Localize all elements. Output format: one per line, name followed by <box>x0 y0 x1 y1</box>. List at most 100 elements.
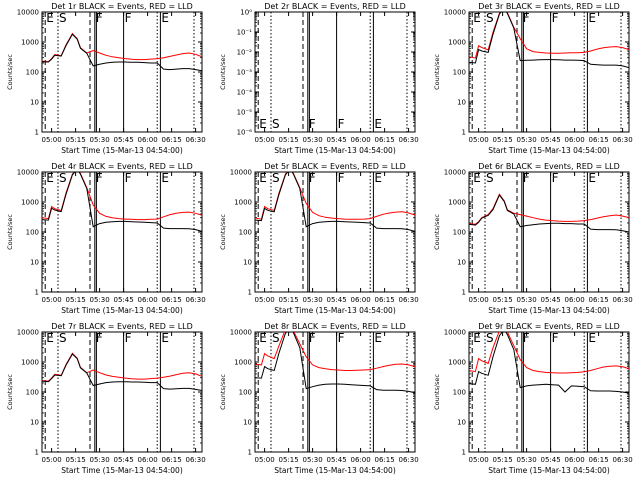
y-tick-label: 1000 <box>448 39 466 47</box>
x-tick-label: 05:00 <box>255 296 275 304</box>
x-axis-title: Start Time (15-Mar-13 04:54:00) <box>61 466 183 475</box>
x-tick-label: 06:30 <box>186 136 206 144</box>
detector-panel-5: Det 5r BLACK = Events, RED = LLD 1 10 100 10… <box>219 162 419 315</box>
panel-title: Det 6r BLACK = Events, RED = LLD <box>478 162 620 171</box>
y-tick-label: 10000 <box>444 169 466 177</box>
x-tick-label: 05:30 <box>517 456 537 464</box>
event-marker-label: S <box>59 11 67 25</box>
x-tick-label: 06:00 <box>138 136 158 144</box>
x-axis-title: Start Time (15-Mar-13 04:54:00) <box>488 466 610 475</box>
event-marker-label: F <box>125 171 132 185</box>
y-tick-label: 10⁻¹ <box>237 29 253 37</box>
x-axis-title: Start Time (15-Mar-13 04:54:00) <box>274 146 396 155</box>
x-tick-label: 06:00 <box>138 456 158 464</box>
detector-panel-6: Det 6r BLACK = Events, RED = LLD 1 10 100 10… <box>433 162 633 315</box>
y-tick-label: 1000 <box>21 199 39 207</box>
detector-panel-1: Det 1r BLACK = Events, RED = LLD 1 10 100 10… <box>6 2 206 155</box>
y-tick-label: 100 <box>453 229 466 237</box>
event-marker-label: S <box>59 171 67 185</box>
event-marker-label: E <box>46 11 54 25</box>
series-lld-line <box>42 352 202 382</box>
x-tick-label: 05:00 <box>255 456 275 464</box>
plot-frame <box>254 331 416 453</box>
y-axis-title: Counts/sec <box>6 214 14 250</box>
plot-frame <box>41 171 203 293</box>
event-marker-label: F <box>338 331 345 345</box>
y-axis-title: Counts/sec <box>219 54 227 90</box>
plot-frame <box>468 331 630 453</box>
x-tick-label: 05:45 <box>541 296 561 304</box>
x-tick-label: 06:30 <box>399 456 419 464</box>
x-tick-label: 05:00 <box>469 136 489 144</box>
y-tick-label: 1 <box>35 129 39 137</box>
panel-title: Det 4r BLACK = Events, RED = LLD <box>51 162 193 171</box>
series-lld-line <box>469 12 629 59</box>
y-tick-label: 1000 <box>21 359 39 367</box>
series-lld-line <box>469 332 629 374</box>
x-tick-label: 05:15 <box>279 456 299 464</box>
series-events-line <box>42 172 202 232</box>
y-tick-label: 1000 <box>234 199 252 207</box>
y-tick-label: 10⁻⁴ <box>237 89 253 97</box>
event-marker-label: F <box>96 171 103 185</box>
x-tick-label: 05:45 <box>327 136 347 144</box>
x-tick-label: 05:45 <box>327 296 347 304</box>
event-marker-label: S <box>272 331 280 345</box>
x-tick-label: 05:00 <box>42 296 62 304</box>
y-axis-title: Counts/sec <box>219 214 227 250</box>
x-tick-label: 05:45 <box>327 456 347 464</box>
series-lld-line <box>469 193 629 225</box>
x-tick-label: 05:45 <box>541 136 561 144</box>
x-tick-label: 06:15 <box>162 136 182 144</box>
x-tick-label: 06:15 <box>375 296 395 304</box>
event-marker-label: S <box>272 117 280 131</box>
event-marker-label: F <box>338 171 345 185</box>
y-tick-label: 100 <box>26 389 39 397</box>
x-tick-label: 06:00 <box>565 456 585 464</box>
detector-panel-3: Det 3r BLACK = Events, RED = LLD 1 10 100 10… <box>433 2 633 155</box>
x-tick-label: 05:30 <box>303 456 323 464</box>
plot-frame <box>254 11 416 133</box>
detector-panel-7: Det 7r BLACK = Events, RED = LLD 1 10 100 10… <box>6 322 206 475</box>
y-tick-label: 10⁻² <box>237 49 253 57</box>
series-events-line <box>469 12 629 69</box>
y-tick-label: 100 <box>239 229 252 237</box>
x-tick-label: 05:00 <box>469 296 489 304</box>
y-tick-label: 100 <box>26 229 39 237</box>
panel-title: Det 2r BLACK = Events, RED = LLD <box>264 2 406 11</box>
x-tick-label: 06:15 <box>589 296 609 304</box>
x-tick-label: 05:00 <box>42 456 62 464</box>
y-tick-label: 10 <box>243 419 252 427</box>
y-tick-label: 10 <box>30 99 39 107</box>
event-marker-label: F <box>96 11 103 25</box>
x-axis-title: Start Time (15-Mar-13 04:54:00) <box>61 306 183 315</box>
x-tick-label: 05:45 <box>541 456 561 464</box>
plot-frame <box>41 11 203 133</box>
x-tick-label: 05:15 <box>493 296 513 304</box>
y-axis-title: Counts/sec <box>433 214 441 250</box>
y-tick-label: 100 <box>453 69 466 77</box>
x-axis-title: Start Time (15-Mar-13 04:54:00) <box>488 306 610 315</box>
y-tick-label: 10⁻⁶ <box>237 129 253 137</box>
x-tick-label: 05:15 <box>66 296 86 304</box>
x-tick-label: 06:00 <box>138 296 158 304</box>
x-tick-label: 05:30 <box>517 296 537 304</box>
event-marker-label: S <box>59 331 67 345</box>
x-tick-label: 05:30 <box>303 296 323 304</box>
y-tick-label: 10000 <box>230 329 252 337</box>
series-events-line <box>255 332 415 394</box>
y-tick-label: 1000 <box>21 39 39 47</box>
event-marker-label: E <box>374 171 382 185</box>
x-tick-label: 06:15 <box>162 456 182 464</box>
x-tick-label: 06:30 <box>399 136 419 144</box>
y-tick-label: 10⁰ <box>240 9 252 17</box>
y-tick-label: 10000 <box>444 329 466 337</box>
series-events-line <box>469 194 629 233</box>
event-marker-label: F <box>125 331 132 345</box>
x-tick-label: 05:15 <box>493 136 513 144</box>
plot-frame <box>254 171 416 293</box>
x-tick-label: 06:00 <box>351 296 371 304</box>
x-tick-label: 05:15 <box>279 136 299 144</box>
event-marker-label: F <box>523 171 530 185</box>
